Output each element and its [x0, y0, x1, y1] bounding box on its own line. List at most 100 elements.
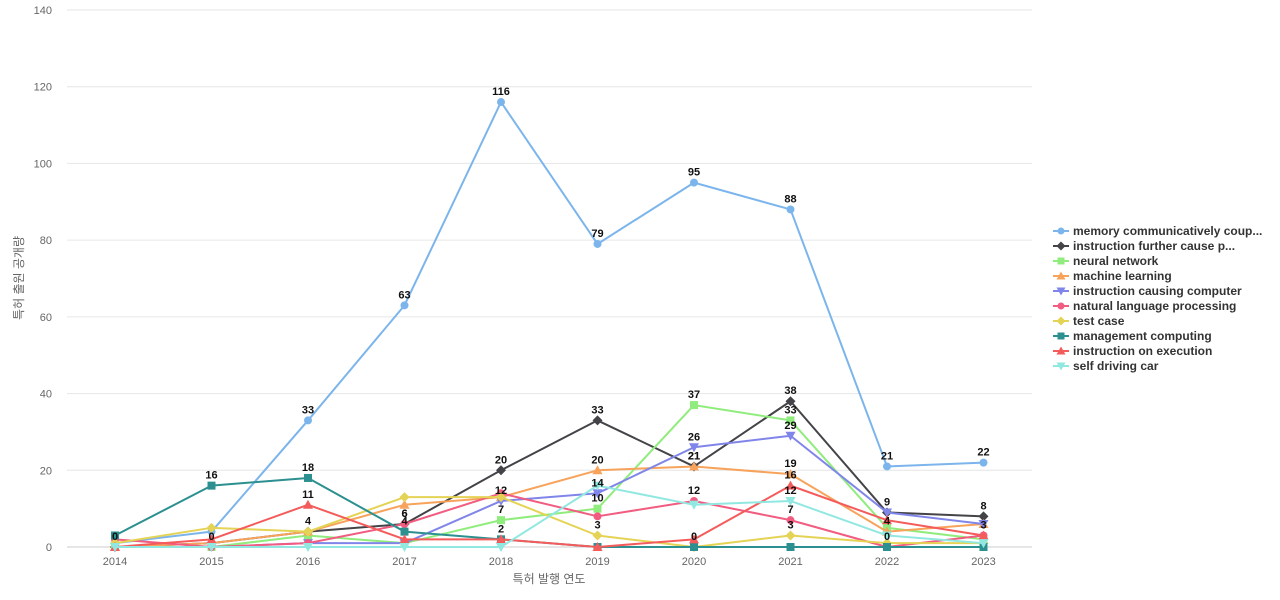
data-label: 12: [784, 485, 796, 497]
data-point[interactable]: [497, 98, 505, 107]
data-point[interactable]: [399, 492, 410, 503]
x-tick-label: 2015: [199, 556, 223, 568]
data-point[interactable]: [689, 500, 699, 510]
legend-marker: [1056, 271, 1066, 280]
x-axis-title: 특허 발행 연도: [513, 571, 586, 586]
data-point[interactable]: [207, 481, 216, 490]
legend-item[interactable]: instruction causing computer: [1053, 284, 1242, 298]
data-label: 12: [688, 485, 700, 497]
data-point[interactable]: [978, 511, 989, 522]
x-tick-label: 2018: [489, 556, 513, 568]
data-point[interactable]: [978, 519, 989, 529]
data-point[interactable]: [690, 178, 698, 187]
data-point[interactable]: [882, 531, 892, 541]
series-line[interactable]: [114, 484, 984, 548]
data-label: 21: [881, 450, 893, 462]
data-point[interactable]: [592, 489, 603, 499]
legend-item[interactable]: memory communicatively coup...: [1053, 224, 1262, 238]
data-point[interactable]: [592, 415, 603, 426]
data-point[interactable]: [496, 492, 506, 503]
data-point[interactable]: [496, 543, 506, 552]
data-point[interactable]: [882, 515, 892, 525]
legend-item[interactable]: neural network: [1053, 254, 1159, 268]
data-point[interactable]: [786, 516, 795, 525]
data-point[interactable]: [785, 431, 796, 441]
data-point[interactable]: [786, 205, 795, 214]
data-point[interactable]: [785, 469, 796, 479]
data-point[interactable]: [689, 443, 699, 453]
series-line[interactable]: [114, 101, 984, 545]
y-axis-title: 특허 출원 공개량: [12, 236, 26, 320]
data-point[interactable]: [786, 416, 795, 425]
data-point[interactable]: [883, 462, 891, 471]
data-point[interactable]: [979, 458, 988, 467]
series-line[interactable]: [114, 465, 984, 548]
x-tick-label: 2021: [778, 556, 802, 568]
data-point[interactable]: [785, 496, 796, 506]
series-line[interactable]: [114, 400, 984, 548]
data-point[interactable]: [400, 519, 409, 528]
data-point[interactable]: [304, 416, 312, 425]
data-point[interactable]: [496, 534, 506, 544]
data-point[interactable]: [497, 516, 505, 525]
data-point[interactable]: [399, 534, 410, 544]
data-point[interactable]: [882, 508, 892, 518]
data-point[interactable]: [400, 527, 409, 536]
data-point[interactable]: [593, 504, 602, 513]
legend-item[interactable]: management computing: [1053, 329, 1212, 343]
y-tick-label: 120: [34, 82, 52, 94]
data-point[interactable]: [593, 512, 602, 521]
series-line[interactable]: [115, 404, 984, 548]
legend: memory communicatively coup...instructio…: [1053, 224, 1262, 373]
data-point[interactable]: [304, 473, 312, 482]
data-point[interactable]: [592, 542, 603, 551]
data-point[interactable]: [206, 543, 217, 552]
data-label: 0: [691, 531, 697, 543]
data-point[interactable]: [786, 543, 795, 551]
legend-item[interactable]: natural language processing: [1053, 299, 1236, 313]
series-line[interactable]: [115, 484, 984, 548]
data-point[interactable]: [978, 530, 989, 540]
data-point[interactable]: [689, 461, 699, 471]
data-label: 18: [302, 462, 314, 474]
data-point[interactable]: [110, 543, 120, 552]
data-point[interactable]: [592, 481, 603, 491]
data-point[interactable]: [593, 239, 602, 248]
data-point[interactable]: [206, 522, 217, 533]
y-tick-label: 60: [40, 312, 52, 324]
data-point[interactable]: [785, 530, 796, 541]
legend-item[interactable]: test case: [1053, 314, 1125, 328]
data-point[interactable]: [303, 499, 313, 509]
legend-item[interactable]: instruction further cause p...: [1053, 239, 1235, 253]
legend-label: instruction on execution: [1073, 344, 1212, 358]
data-point[interactable]: [496, 465, 506, 476]
data-label: 22: [977, 447, 989, 459]
data-point[interactable]: [785, 396, 796, 407]
data-point[interactable]: [399, 543, 410, 552]
data-point[interactable]: [206, 534, 217, 544]
data-point[interactable]: [399, 499, 410, 509]
data-point[interactable]: [400, 301, 409, 310]
data-point[interactable]: [592, 465, 603, 475]
x-tick-label: 2023: [971, 556, 995, 568]
legend-label: instruction further cause p...: [1073, 239, 1235, 253]
data-label: 14: [591, 477, 604, 489]
data-point[interactable]: [883, 543, 891, 551]
data-point[interactable]: [592, 530, 603, 541]
data-point[interactable]: [785, 480, 796, 490]
data-point[interactable]: [111, 531, 119, 540]
data-point[interactable]: [303, 526, 313, 537]
legend-label: natural language processing: [1073, 299, 1236, 313]
data-point[interactable]: [689, 534, 699, 544]
data-point[interactable]: [978, 539, 989, 549]
data-label: 21: [688, 450, 700, 462]
legend-item[interactable]: self driving car: [1053, 359, 1159, 373]
series-line[interactable]: [114, 492, 984, 548]
legend-item[interactable]: instruction on execution: [1053, 344, 1212, 358]
data-label: 20: [591, 454, 603, 466]
data-point[interactable]: [690, 543, 698, 551]
data-point[interactable]: [690, 401, 698, 410]
legend-item[interactable]: machine learning: [1053, 269, 1172, 283]
data-label: 0: [208, 531, 214, 543]
data-point[interactable]: [303, 543, 313, 552]
